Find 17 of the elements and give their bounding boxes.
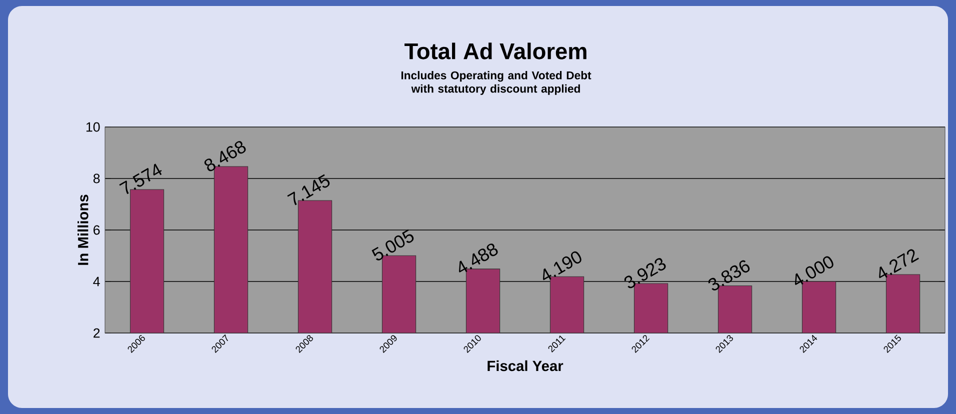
data-label: 7.574 — [119, 164, 162, 194]
y-tick-label: 8 — [93, 174, 100, 184]
y-axis-title: In Millions — [78, 194, 88, 265]
chart-subtitle: Includes Operating and Voted Debt with statutory discount applied — [401, 71, 592, 95]
data-label: 3.923 — [624, 258, 666, 288]
data-label: 8.468 — [204, 141, 246, 172]
data-label: 4.190 — [542, 251, 582, 280]
x-axis-title: Fiscal Year — [488, 360, 564, 372]
data-label: 4.488 — [458, 244, 498, 273]
y-tick-label: 2 — [94, 328, 100, 338]
data-label: 4.000 — [794, 256, 834, 286]
y-tick-label: 6 — [94, 225, 100, 235]
data-label: 4.272 — [879, 249, 919, 278]
y-tick-label: 10 — [86, 122, 100, 132]
data-label: 3.836 — [708, 260, 750, 290]
y-tick-label: 4 — [93, 276, 100, 286]
chart-title: Total Ad Valorem — [404, 42, 586, 60]
